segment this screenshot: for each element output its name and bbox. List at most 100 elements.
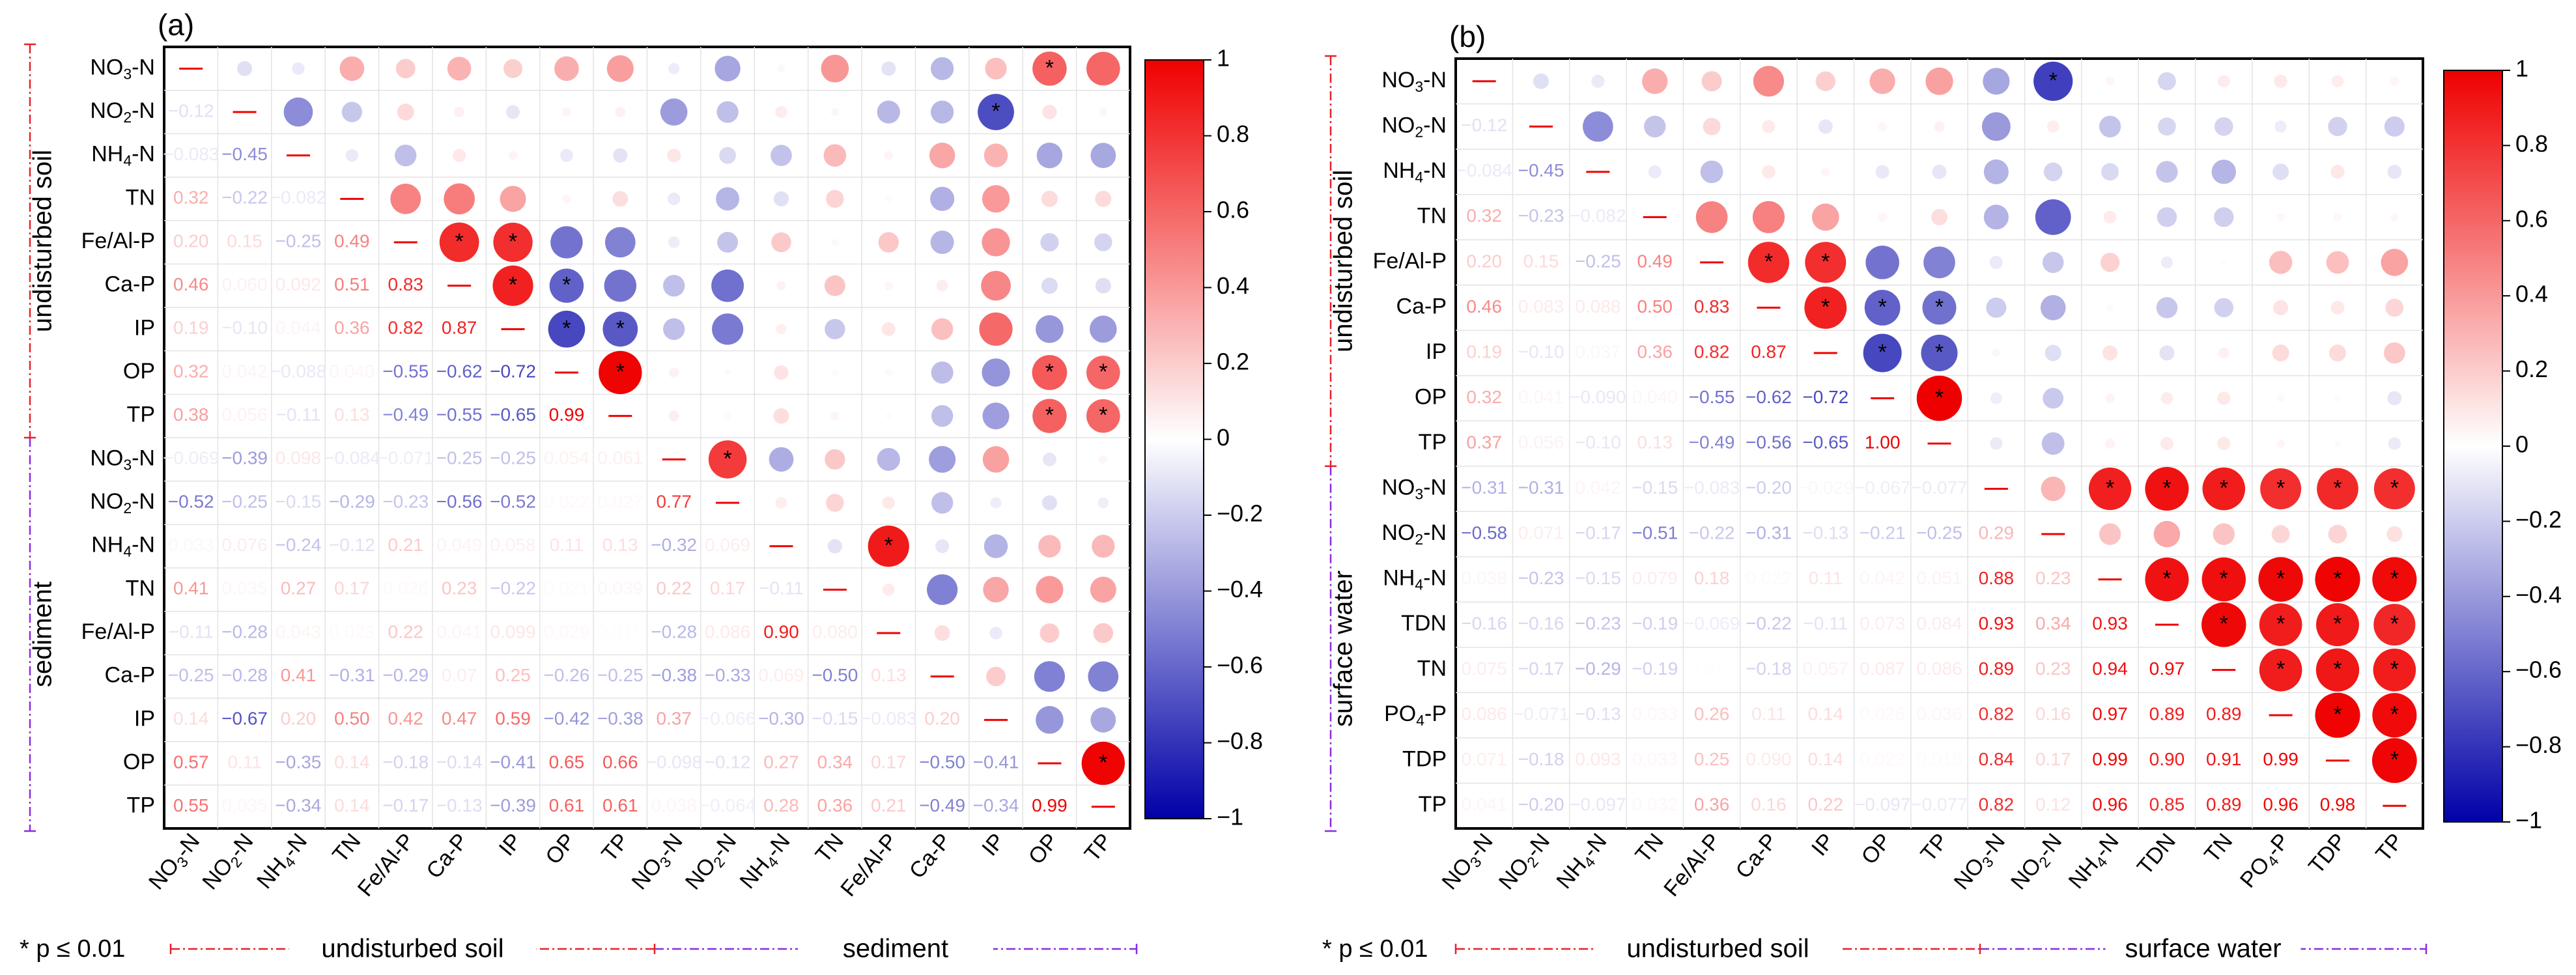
correlation-value: 0.34 xyxy=(817,752,853,772)
label-part: -N xyxy=(132,533,155,558)
correlation-circle xyxy=(2159,345,2175,361)
correlation-value: 0.88 xyxy=(1979,568,2015,588)
correlation-value: −0.21 xyxy=(1860,522,1906,543)
correlation-value: 0.37 xyxy=(656,709,692,729)
correlation-value: 0.043 xyxy=(276,621,321,642)
label-part: TN xyxy=(1417,657,1447,681)
correlation-value: −0.097 xyxy=(1854,795,1910,815)
correlation-circle xyxy=(2328,117,2347,137)
significance-star: * xyxy=(2390,612,2399,636)
row-label: Fe/Al-P xyxy=(81,229,155,253)
label-part: -N xyxy=(1423,520,1447,545)
correlation-circle xyxy=(989,627,1002,640)
correlation-value: −0.22 xyxy=(1689,522,1735,543)
correlation-value: 0.21 xyxy=(388,535,424,555)
correlation-circle xyxy=(712,313,744,345)
correlation-circle xyxy=(2272,163,2289,180)
correlation-circle xyxy=(775,497,787,509)
correlation-value: −0.067 xyxy=(1854,477,1910,498)
correlation-circle xyxy=(885,369,892,376)
correlation-circle xyxy=(453,106,465,118)
label-part: IP xyxy=(1807,828,1839,860)
correlation-value: −0.55 xyxy=(1689,387,1735,407)
correlation-circle xyxy=(615,107,626,117)
correlation-circle xyxy=(2315,603,2359,647)
label-part: TP xyxy=(1419,792,1447,817)
column-label: NH4-N xyxy=(2064,828,2126,895)
correlation-value: −0.35 xyxy=(276,752,322,772)
correlation-circle xyxy=(821,54,849,83)
correlation-value: 0.11 xyxy=(227,752,261,772)
correlation-circle xyxy=(1753,66,1785,97)
correlation-value: 0.49 xyxy=(334,231,370,251)
correlation-value: −0.15 xyxy=(276,491,322,511)
correlation-value: 0.099 xyxy=(490,621,535,642)
correlation-value: 0.11 xyxy=(550,535,584,555)
colorbar-tick-label: 0.8 xyxy=(2515,130,2548,157)
correlation-value: 0.015 xyxy=(597,621,643,642)
correlation-circle xyxy=(724,369,731,376)
correlation-value: 0.47 xyxy=(442,709,477,729)
correlation-value: −0.077 xyxy=(1911,795,1967,815)
label-part: TP xyxy=(1419,430,1447,455)
correlation-circle xyxy=(1041,495,1057,511)
correlation-value: 0.29 xyxy=(1979,522,2015,543)
correlation-circle xyxy=(2102,345,2118,361)
group-label-horizontal: sediment xyxy=(843,935,948,963)
row-label: Fe/Al-P xyxy=(1373,249,1447,274)
correlation-value: −0.49 xyxy=(919,795,965,815)
correlation-circle xyxy=(936,279,948,292)
colorbar-tick-label: 0.2 xyxy=(1217,348,1249,375)
correlation-value: 0.069 xyxy=(758,665,804,685)
correlation-value: 0.61 xyxy=(549,795,585,815)
correlation-circle xyxy=(1990,437,2003,450)
label-part: Fe/Al-P xyxy=(836,828,902,901)
correlation-circle xyxy=(493,222,533,262)
correlation-circle xyxy=(2258,557,2303,602)
correlation-circle xyxy=(1089,315,1117,343)
correlation-value: 0.057 xyxy=(1803,658,1848,679)
correlation-circle xyxy=(397,104,414,120)
label-part: -N xyxy=(132,98,155,123)
correlation-value: −0.65 xyxy=(490,404,536,425)
column-label: TDP xyxy=(2304,828,2351,879)
correlation-circle xyxy=(1863,333,1902,373)
correlation-value: −0.45 xyxy=(1518,160,1564,180)
correlation-circle xyxy=(1695,201,1728,233)
correlation-value: −0.083 xyxy=(1684,477,1740,498)
group-label-vertical: undisturbed soil xyxy=(1329,170,1358,352)
row-label: Ca-P xyxy=(105,663,155,688)
correlation-value: −0.45 xyxy=(221,144,268,164)
correlation-circle xyxy=(930,231,954,254)
correlation-value: −0.066 xyxy=(700,709,756,729)
correlation-circle xyxy=(982,403,1010,430)
correlation-circle xyxy=(2153,520,2181,548)
correlation-circle xyxy=(935,539,950,554)
correlation-value: −0.56 xyxy=(436,491,483,511)
row-label: TP xyxy=(127,403,155,427)
colorbar-tick-label: 0.2 xyxy=(2515,356,2548,382)
label-part: IP xyxy=(134,315,155,340)
correlation-circle xyxy=(660,98,688,126)
correlation-circle xyxy=(2259,603,2302,646)
correlation-value: −0.52 xyxy=(490,491,536,511)
correlation-circle xyxy=(2043,388,2064,409)
significance-star: * xyxy=(2333,702,2342,727)
correlation-value: 0.056 xyxy=(1518,432,1564,452)
correlation-value: 0.17 xyxy=(2035,749,2071,769)
correlation-value: 0.076 xyxy=(222,535,268,555)
correlation-value: 0.50 xyxy=(1637,296,1673,317)
colorbar xyxy=(2443,70,2503,823)
correlation-value: 0.092 xyxy=(276,274,321,294)
correlation-value: −0.12 xyxy=(168,100,214,120)
correlation-value: 0.77 xyxy=(656,491,692,511)
correlation-value: −0.32 xyxy=(651,535,697,555)
correlation-value: 0.038 xyxy=(1462,568,1507,588)
correlation-value: 0.039 xyxy=(597,578,643,599)
row-label: NH4-N xyxy=(1383,158,1447,186)
correlation-circle xyxy=(2041,476,2065,502)
correlation-value: −0.24 xyxy=(276,535,322,555)
label-part: OP xyxy=(123,359,155,384)
correlation-value: 0.056 xyxy=(222,404,268,425)
correlation-value: 0.20 xyxy=(281,709,317,729)
